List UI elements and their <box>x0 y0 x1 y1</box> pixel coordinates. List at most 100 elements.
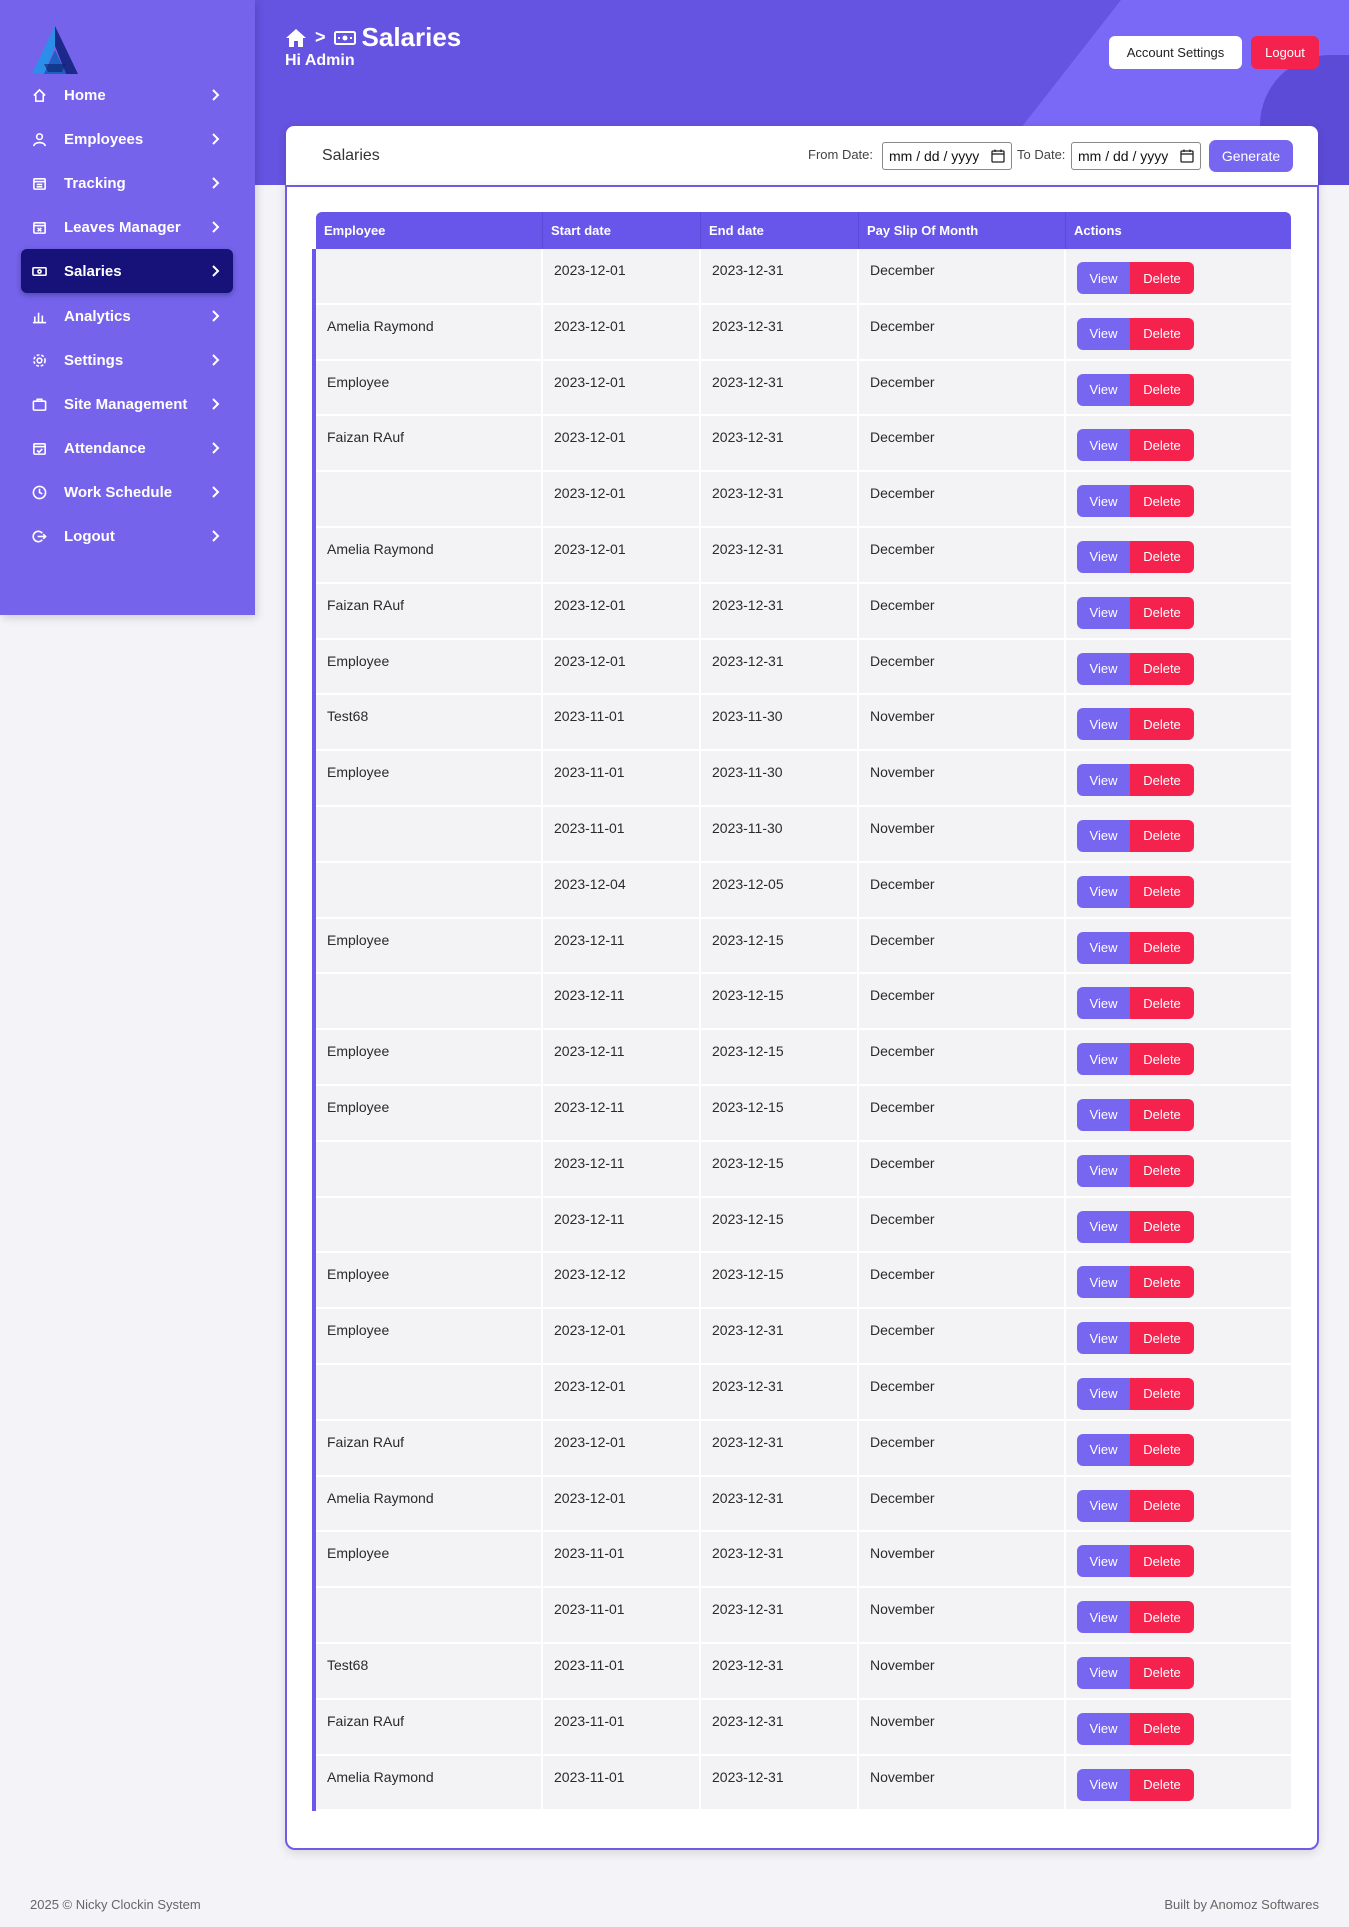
sidebar-item-salaries[interactable]: Salaries <box>21 249 233 293</box>
delete-button[interactable]: Delete <box>1130 1098 1194 1131</box>
view-button[interactable]: View <box>1077 931 1130 964</box>
view-button[interactable]: View <box>1077 1489 1130 1522</box>
view-button[interactable]: View <box>1077 317 1130 350</box>
view-button[interactable]: View <box>1077 1656 1130 1689</box>
sidebar-item-label: Salaries <box>64 262 122 280</box>
sidebar-item-employees[interactable]: Employees <box>21 117 233 161</box>
delete-button[interactable]: Delete <box>1130 652 1194 685</box>
delete-button[interactable]: Delete <box>1130 317 1194 350</box>
delete-button[interactable]: Delete <box>1130 1210 1194 1243</box>
view-button[interactable]: View <box>1077 540 1130 573</box>
table-row: Faizan RAuf 2023-12-01 2023-12-31 December V… <box>316 583 1291 640</box>
view-button[interactable]: View <box>1077 1377 1130 1410</box>
table-row: Test68 2023-11-01 2023-12-31 November View De… <box>316 1643 1291 1700</box>
delete-button[interactable]: Delete <box>1130 1322 1194 1355</box>
delete-button[interactable]: Delete <box>1130 764 1194 797</box>
delete-button[interactable]: Delete <box>1130 373 1194 406</box>
delete-button[interactable]: Delete <box>1130 875 1194 908</box>
app-logo[interactable] <box>30 24 80 76</box>
sidebar-item-logout[interactable]: Logout <box>21 514 233 558</box>
view-button[interactable]: View <box>1077 1433 1130 1466</box>
calendar-icon[interactable] <box>991 149 1005 163</box>
sidebar-item-leaves-manager[interactable]: Leaves Manager <box>21 205 233 249</box>
employee-cell: Amelia Raymond <box>316 1476 543 1531</box>
table-row: Employee 2023-12-01 2023-12-31 December View… <box>316 360 1291 417</box>
delete-button[interactable]: Delete <box>1130 1043 1194 1076</box>
view-button[interactable]: View <box>1077 1043 1130 1076</box>
delete-button[interactable]: Delete <box>1130 1433 1194 1466</box>
view-button[interactable]: View <box>1077 1601 1130 1634</box>
view-button[interactable]: View <box>1077 708 1130 741</box>
to-date-input[interactable]: mm / dd / yyyy <box>1071 142 1201 170</box>
delete-button[interactable]: Delete <box>1130 1656 1194 1689</box>
pay-slip-month-cell: December <box>859 527 1066 582</box>
view-button[interactable]: View <box>1077 875 1130 908</box>
view-button[interactable]: View <box>1077 485 1130 518</box>
sidebar-item-tracking[interactable]: Tracking <box>21 161 233 205</box>
sidebar-item-analytics[interactable]: Analytics <box>21 294 233 338</box>
view-button[interactable]: View <box>1077 764 1130 797</box>
logout-button[interactable]: Logout <box>1251 36 1319 69</box>
delete-button[interactable]: Delete <box>1130 1489 1194 1522</box>
delete-button[interactable]: Delete <box>1130 1601 1194 1634</box>
view-button[interactable]: View <box>1077 596 1130 629</box>
delete-button[interactable]: Delete <box>1130 1377 1194 1410</box>
sidebar-item-home[interactable]: Home <box>21 73 233 117</box>
from-date-input[interactable]: mm / dd / yyyy <box>882 142 1012 170</box>
view-button[interactable]: View <box>1077 1266 1130 1299</box>
column-header-end-date: End date <box>701 212 859 249</box>
view-button[interactable]: View <box>1077 1322 1130 1355</box>
pay-slip-month-cell: December <box>859 1476 1066 1531</box>
delete-button[interactable]: Delete <box>1130 931 1194 964</box>
sidebar-item-settings[interactable]: Settings <box>21 338 233 382</box>
employee-cell: Employee <box>316 1309 543 1363</box>
view-button[interactable]: View <box>1077 1098 1130 1131</box>
view-button[interactable]: View <box>1077 1545 1130 1578</box>
sidebar-item-site-management[interactable]: Site Management <box>21 382 233 426</box>
delete-button[interactable]: Delete <box>1130 819 1194 852</box>
delete-button[interactable]: Delete <box>1130 596 1194 629</box>
delete-button[interactable]: Delete <box>1130 1712 1194 1745</box>
actions-cell: View Delete <box>1066 305 1291 359</box>
start-date-cell: 2023-12-01 <box>543 1309 701 1363</box>
delete-button[interactable]: Delete <box>1130 1545 1194 1578</box>
from-date-value: mm / dd / yyyy <box>889 148 980 164</box>
delete-button[interactable]: Delete <box>1130 485 1194 518</box>
actions-cell: View Delete <box>1066 416 1291 470</box>
view-button[interactable]: View <box>1077 1210 1130 1243</box>
delete-button[interactable]: Delete <box>1130 1154 1194 1187</box>
delete-button[interactable]: Delete <box>1130 262 1194 294</box>
view-button[interactable]: View <box>1077 1712 1130 1745</box>
view-button[interactable]: View <box>1077 373 1130 406</box>
end-date-cell: 2023-12-31 <box>701 583 859 638</box>
table-row: Employee 2023-12-11 2023-12-15 December View… <box>316 1085 1291 1142</box>
actions-cell: View Delete <box>1066 1477 1291 1531</box>
view-button[interactable]: View <box>1077 819 1130 852</box>
delete-button[interactable]: Delete <box>1130 540 1194 573</box>
view-button[interactable]: View <box>1077 429 1130 462</box>
sidebar-item-label: Home <box>64 86 106 104</box>
calendar-icon[interactable] <box>1180 149 1194 163</box>
start-date-cell: 2023-12-01 <box>543 1476 701 1531</box>
delete-button[interactable]: Delete <box>1130 429 1194 462</box>
home-icon[interactable] <box>285 28 307 48</box>
delete-button[interactable]: Delete <box>1130 987 1194 1020</box>
table-row: 2023-11-01 2023-11-30 November View Delete <box>316 806 1291 863</box>
delete-button[interactable]: Delete <box>1130 1266 1194 1299</box>
sidebar-item-work-schedule[interactable]: Work Schedule <box>21 470 233 514</box>
start-date-cell: 2023-12-01 <box>543 249 701 303</box>
sidebar-item-attendance[interactable]: Attendance <box>21 426 233 470</box>
view-button[interactable]: View <box>1077 987 1130 1020</box>
view-button[interactable]: View <box>1077 652 1130 685</box>
table-header: Employee Start date End date Pay Slip Of… <box>316 212 1291 249</box>
account-settings-button[interactable]: Account Settings <box>1109 36 1242 69</box>
delete-button[interactable]: Delete <box>1130 1768 1194 1801</box>
table-row: 2023-11-01 2023-12-31 November View Delete <box>316 1588 1291 1644</box>
view-button[interactable]: View <box>1077 262 1130 294</box>
delete-button[interactable]: Delete <box>1130 708 1194 741</box>
view-button[interactable]: View <box>1077 1768 1130 1801</box>
pay-slip-month-cell: December <box>859 1197 1066 1252</box>
view-button[interactable]: View <box>1077 1154 1130 1187</box>
start-date-cell: 2023-12-11 <box>543 1030 701 1084</box>
generate-button[interactable]: Generate <box>1209 140 1293 172</box>
